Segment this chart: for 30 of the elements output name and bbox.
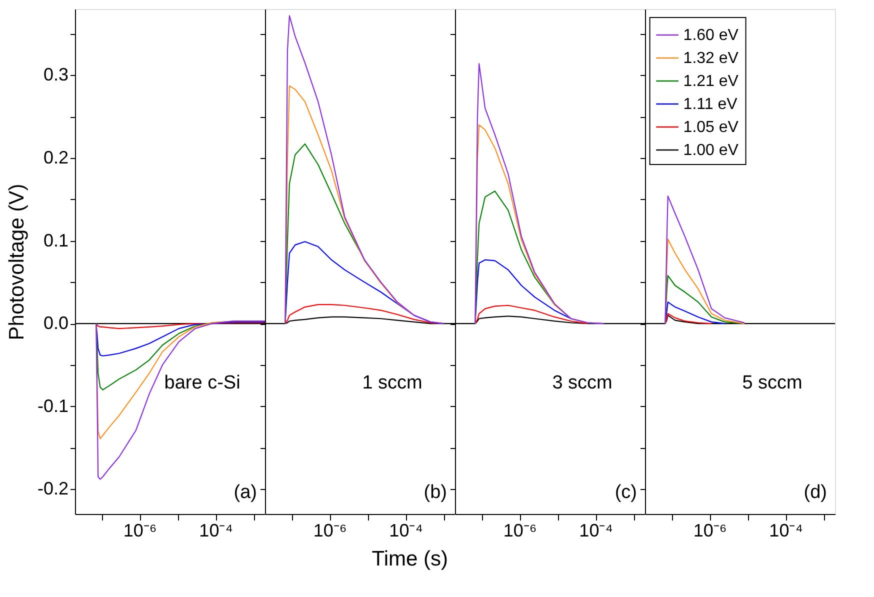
legend-label: 1.60 eV: [683, 27, 739, 44]
x-tick-label: 10⁻⁶: [503, 520, 537, 540]
x-tick-label: 10⁻⁴: [769, 520, 803, 540]
annotation: 5 sccm: [742, 372, 802, 394]
annotation: (c): [614, 482, 637, 503]
y-tick-label: 0.2: [43, 148, 68, 168]
legend-label: 1.05 eV: [683, 119, 739, 136]
y-tick-label: 0.0: [43, 313, 68, 334]
legend-label: 1.32 eV: [683, 50, 739, 67]
annotation: 1 sccm: [362, 372, 422, 394]
annotation: 3 sccm: [552, 372, 612, 394]
x-tick-label: 10⁻⁶: [313, 520, 347, 540]
legend-label: 1.11 eV: [683, 96, 738, 113]
y-tick-label: 0.3: [43, 64, 68, 85]
legend-label: 1.00 eV: [683, 142, 739, 159]
y-tick-label: -0.1: [37, 396, 68, 416]
annotation: (a): [234, 482, 257, 503]
x-tick-label: 10⁻⁴: [389, 520, 423, 540]
x-tick-label: 10⁻⁴: [199, 520, 233, 540]
x-tick-label: 10⁻⁶: [123, 520, 157, 540]
y-tick-label: -0.2: [37, 478, 68, 499]
x-tick-label: 10⁻⁶: [693, 520, 727, 540]
legend-label: 1.21 eV: [683, 73, 739, 90]
x-tick-label: 10⁻⁴: [579, 520, 613, 540]
annotation: (d): [804, 482, 827, 503]
y-axis-title: Photovoltage (V): [5, 184, 28, 340]
annotation: (b): [424, 482, 447, 503]
x-axis-title: Time (s): [372, 548, 448, 570]
annotation: bare c-Si: [164, 372, 240, 394]
y-tick-label: 0.1: [43, 230, 68, 250]
